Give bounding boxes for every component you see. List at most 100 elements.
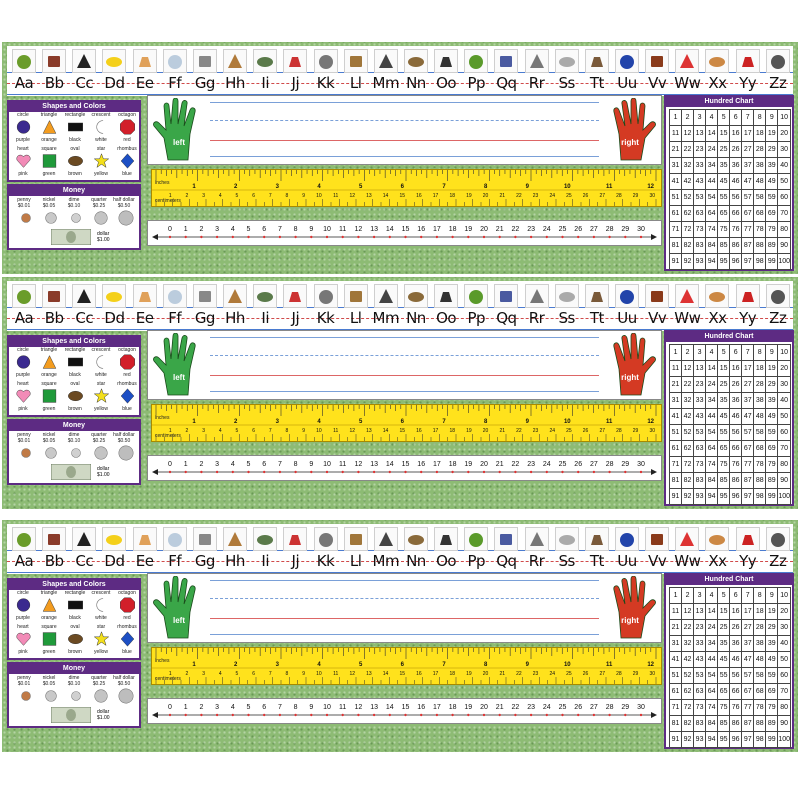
coin-row: penny $0.01 nickel $0.05 dime $0.10 quarter $0.… — [12, 432, 140, 473]
dollar-label: dollar $1.00 — [97, 466, 110, 478]
alphabet-letter-pair: Gg — [194, 74, 216, 92]
coin-icon — [44, 447, 57, 459]
cm-tick-label: 23 — [533, 671, 539, 677]
inch-tick-label: 5 — [359, 662, 363, 668]
alphabet-letter-cell: Ee — [130, 46, 160, 96]
rectangle-shape-icon — [68, 600, 83, 610]
writing-guide-line — [210, 120, 599, 121]
name-writing-area[interactable]: left right — [147, 573, 662, 643]
shape-swatch — [41, 153, 58, 169]
shape-name-label: triangle — [40, 347, 58, 353]
hundred-chart-cell: 49 — [766, 409, 779, 425]
coin-nickel: nickel $0.05 — [37, 432, 61, 465]
number-line-dot — [561, 470, 564, 474]
sailboat-icon — [554, 49, 579, 73]
sailboat-icon — [558, 292, 575, 302]
hundred-chart-cell: 39 — [766, 393, 779, 409]
left-hand-label: left — [173, 373, 185, 382]
number-line-dot — [231, 713, 234, 717]
cm-tick-label: 25 — [566, 671, 572, 677]
number-line-label: 23 — [527, 461, 535, 468]
shape-name-label: octagon — [118, 347, 136, 353]
hundred-chart-cell: 99 — [766, 254, 779, 270]
duck-icon — [102, 49, 127, 73]
shape-name-label: crescent — [91, 112, 111, 118]
number-line-label: 7 — [278, 461, 282, 468]
hundred-chart-cell: 46 — [730, 652, 743, 668]
number-line-label: 18 — [449, 704, 457, 711]
number-line-dot — [420, 713, 423, 717]
peas-icon — [464, 284, 489, 308]
hundred-chart-cell: 83 — [694, 473, 707, 489]
cm-tick-label: 13 — [366, 193, 372, 199]
inch-tick-label: 10 — [564, 662, 571, 668]
shape-name-label: star — [96, 146, 106, 152]
inch-tick-label: 12 — [647, 184, 654, 190]
hundred-chart-cell: 39 — [766, 636, 779, 652]
hundred-chart-cell: 56 — [730, 190, 743, 206]
number-line-label: 7 — [278, 704, 282, 711]
number-line-label: 27 — [590, 226, 598, 233]
alphabet-letter-cell: Vv — [642, 46, 672, 96]
star-shape-icon — [93, 388, 110, 403]
number-line-label: 13 — [370, 461, 378, 468]
inch-tick-label: 8 — [484, 662, 488, 668]
alphabet-letter-pair: Ii — [261, 74, 269, 92]
alphabet-letter-cell: Yy — [733, 281, 763, 331]
coin-value: $0.50 — [117, 680, 131, 687]
number-line-dot — [310, 470, 313, 474]
hundred-chart-cell: 24 — [706, 620, 719, 636]
shape-name-label: oval — [70, 146, 80, 152]
shape-star-cell: star yellow — [88, 146, 114, 180]
cm-tick-label: 1 — [169, 671, 172, 677]
number-line-dot — [357, 470, 360, 474]
hundred-chart-cell: 35 — [718, 158, 731, 174]
hundred-chart-cell: 26 — [730, 142, 743, 158]
number-line-label: 1 — [184, 226, 188, 233]
number-line-label: 8 — [294, 461, 298, 468]
alphabet-guide-line — [7, 572, 793, 573]
alphabet-letter-cell: Aa — [9, 46, 39, 96]
hundred-chart-cell: 38 — [754, 636, 767, 652]
alphabet-letter-cell: Xx — [702, 524, 732, 574]
xylophone-icon — [709, 57, 726, 67]
cm-tick-label: 22 — [516, 671, 522, 677]
hundred-chart-cell: 20 — [778, 361, 791, 377]
crescent-shape-icon — [96, 355, 104, 369]
number-line-dot — [247, 470, 250, 474]
number-line-dot — [545, 235, 548, 239]
inches-label: inches — [155, 180, 170, 186]
hundred-chart-cell: 75 — [718, 222, 731, 238]
goat-icon — [198, 534, 211, 545]
coin-icon — [20, 691, 31, 701]
hundred-chart-cell: 47 — [742, 652, 755, 668]
money-title: Money — [9, 421, 139, 431]
name-writing-area[interactable]: left right — [147, 95, 662, 165]
writing-guide-line — [210, 355, 599, 356]
number-line-dot — [168, 713, 172, 717]
hundred-chart-cell: 27 — [742, 377, 755, 393]
hundred-chart-cell: 8 — [754, 588, 767, 604]
inch-tick-label: 7 — [442, 419, 446, 425]
number-line-dot — [325, 713, 329, 717]
hundred-chart-cell: 94 — [706, 489, 719, 505]
cm-tick-label: 13 — [366, 428, 372, 434]
hundred-chart-cell: 87 — [742, 238, 755, 254]
color-name-label: pink — [18, 406, 28, 412]
name-writing-area[interactable]: left right — [147, 330, 662, 400]
number-line-dot — [545, 470, 548, 474]
hundred-chart-cell: 6 — [730, 345, 743, 361]
oval-shape-icon — [68, 633, 83, 645]
alphabet-letter-cell: Ff — [160, 46, 190, 96]
watermelon-icon — [675, 284, 700, 308]
alphabet-letter-cell: Pp — [461, 524, 491, 574]
hundred-chart-panel: Hundred Chart 1 2 3 4 5 6 7 8 9 10 11 12 13 14 15 16 17 18… — [664, 330, 794, 506]
hundred-chart-cell: 57 — [742, 425, 755, 441]
coin-name: half dollar — [113, 197, 135, 203]
hundred-chart-cell: 63 — [694, 206, 707, 222]
umbrella-icon — [620, 55, 634, 69]
number-line-label: 22 — [512, 226, 520, 233]
alphabet-letter-cell: Cc — [69, 281, 99, 331]
cm-tick-label: 7 — [269, 428, 272, 434]
key-icon — [318, 290, 333, 304]
